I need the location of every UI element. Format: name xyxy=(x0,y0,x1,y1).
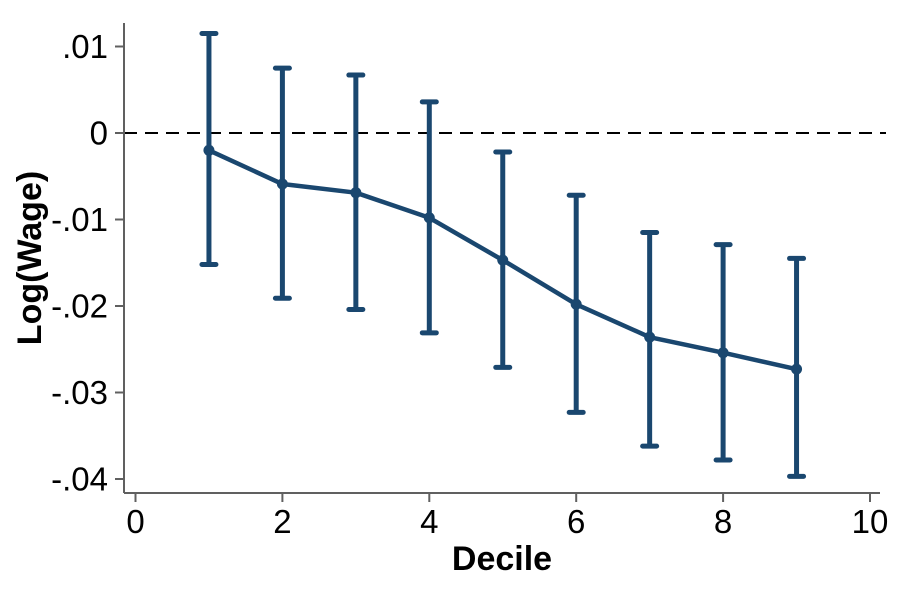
data-point-marker xyxy=(203,144,215,156)
y-tick-label: .01 xyxy=(62,28,108,65)
y-tick-label: -.04 xyxy=(51,461,108,498)
data-point-marker xyxy=(717,347,729,359)
y-tick-label: 0 xyxy=(90,115,108,152)
data-point-marker xyxy=(423,212,435,224)
data-point-marker xyxy=(570,298,582,310)
x-tick-label: 0 xyxy=(126,503,144,540)
data-point-marker xyxy=(497,254,509,266)
x-tick-label: 4 xyxy=(420,503,438,540)
x-tick-label: 2 xyxy=(273,503,291,540)
y-tick-label: -.02 xyxy=(51,288,108,325)
data-point-marker xyxy=(644,331,656,343)
data-point-marker xyxy=(350,187,362,199)
x-tick-label: 6 xyxy=(567,503,585,540)
y-axis-title: Log(Wage) xyxy=(11,171,49,345)
data-point-marker xyxy=(791,363,803,375)
y-tick-label: -.01 xyxy=(51,201,108,238)
data-point-marker xyxy=(276,178,288,190)
x-tick-label: 10 xyxy=(852,503,889,540)
y-tick-label: -.03 xyxy=(51,374,108,411)
x-axis-title: Decile xyxy=(452,540,552,578)
x-tick-label: 8 xyxy=(714,503,732,540)
